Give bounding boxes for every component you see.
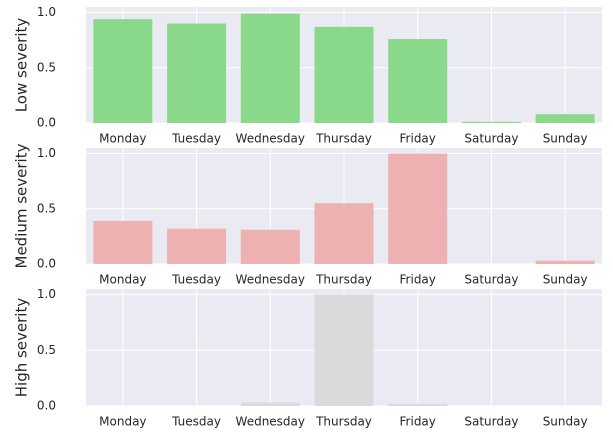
y-tick-label: 0.0 bbox=[37, 257, 56, 271]
bar bbox=[314, 294, 374, 406]
x-tick-label: Friday bbox=[400, 132, 436, 146]
y-tick-label: 0.5 bbox=[37, 60, 56, 74]
x-tick-label: Sunday bbox=[543, 132, 588, 146]
y-tick-label: 1.0 bbox=[37, 287, 56, 301]
y-axis-label: High severity bbox=[13, 298, 31, 398]
bar bbox=[167, 23, 227, 124]
y-axis-label: Medium severity bbox=[13, 143, 31, 268]
x-tick-label: Sunday bbox=[543, 415, 588, 429]
bar bbox=[388, 403, 448, 406]
y-tick-label: 0.0 bbox=[37, 399, 56, 413]
bar bbox=[535, 260, 595, 264]
y-tick-label: 1.0 bbox=[37, 5, 56, 19]
x-tick-label: Sunday bbox=[543, 273, 588, 287]
x-tick-label: Friday bbox=[400, 415, 436, 429]
x-tick-label: Wednesday bbox=[236, 273, 305, 287]
bar bbox=[388, 153, 448, 264]
x-tick-label: Saturday bbox=[464, 132, 518, 146]
x-tick-label: Wednesday bbox=[236, 415, 305, 429]
y-tick-label: 0.0 bbox=[37, 116, 56, 130]
x-tick-label: Thursday bbox=[315, 132, 372, 146]
x-tick-label: Saturday bbox=[464, 273, 518, 287]
bar bbox=[535, 114, 595, 123]
bar bbox=[388, 39, 448, 123]
bar bbox=[93, 220, 153, 264]
bar bbox=[314, 26, 374, 124]
y-axis-label: Low severity bbox=[13, 18, 31, 113]
x-tick-label: Friday bbox=[400, 273, 436, 287]
x-tick-label: Monday bbox=[99, 132, 146, 146]
x-tick-label: Tuesday bbox=[171, 415, 221, 429]
x-tick-label: Saturday bbox=[464, 415, 518, 429]
x-tick-label: Monday bbox=[99, 415, 146, 429]
x-tick-label: Thursday bbox=[315, 273, 372, 287]
bar bbox=[167, 228, 227, 264]
x-tick-label: Thursday bbox=[315, 415, 372, 429]
y-tick-label: 0.5 bbox=[37, 343, 56, 357]
x-tick-label: Tuesday bbox=[171, 273, 221, 287]
y-tick-label: 0.5 bbox=[37, 201, 56, 215]
bar bbox=[314, 203, 374, 264]
bar bbox=[461, 121, 521, 123]
bar bbox=[93, 19, 153, 123]
y-tick-label: 1.0 bbox=[37, 146, 56, 160]
bar bbox=[240, 229, 300, 264]
x-tick-label: Wednesday bbox=[236, 132, 305, 146]
bar bbox=[240, 402, 300, 406]
x-tick-label: Monday bbox=[99, 273, 146, 287]
bar bbox=[240, 13, 300, 124]
x-tick-label: Tuesday bbox=[171, 132, 221, 146]
